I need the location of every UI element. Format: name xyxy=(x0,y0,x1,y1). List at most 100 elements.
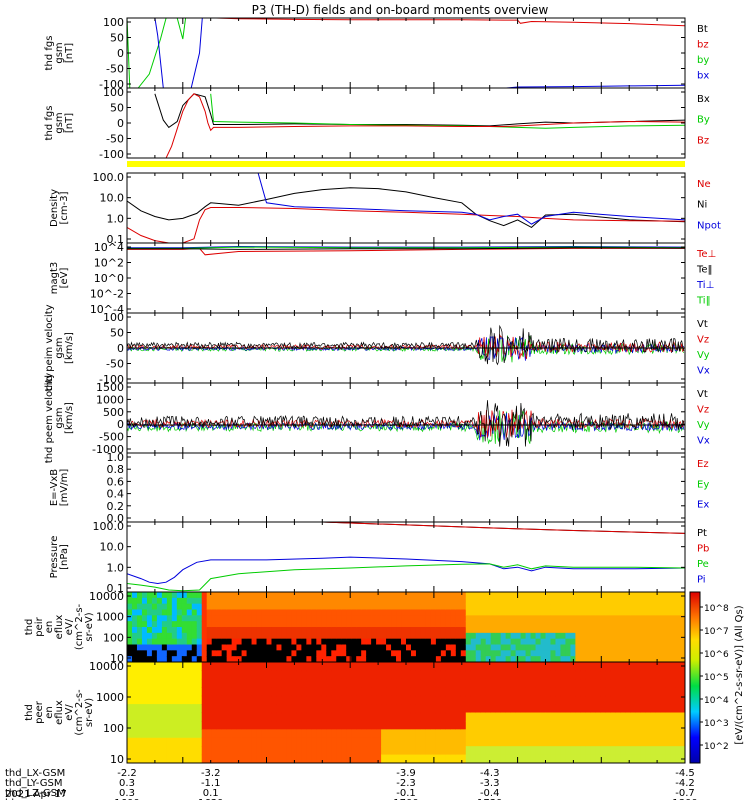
heatmap-cell xyxy=(580,644,586,651)
heatmap-cell xyxy=(610,656,616,662)
heatmap-cell xyxy=(630,615,636,622)
heatmap-cell xyxy=(211,678,218,688)
heatmap-cell xyxy=(356,729,362,739)
heatmap-cell xyxy=(590,712,596,722)
panel-frame xyxy=(126,242,686,314)
heatmap-cell xyxy=(650,754,656,763)
heatmap-cell xyxy=(420,662,427,672)
heatmap-cell xyxy=(500,704,507,714)
heatmap-cell xyxy=(675,609,681,616)
heatmap-cell xyxy=(211,754,218,763)
y-label-line: [mV/m] xyxy=(59,469,70,507)
footer-value: -0.1 xyxy=(396,788,416,799)
heatmap-cell xyxy=(485,754,492,763)
heatmap-cell xyxy=(575,729,581,739)
heatmap-cell xyxy=(425,650,432,657)
heatmap-cell xyxy=(296,603,302,611)
heatmap-cell xyxy=(640,632,646,640)
heatmap-cell xyxy=(580,687,586,697)
heatmap-cell xyxy=(460,695,467,705)
heatmap-cell xyxy=(495,729,502,739)
footer-value: 1600 xyxy=(114,798,139,800)
heatmap-cell xyxy=(206,729,213,739)
heatmap-cell xyxy=(445,754,452,763)
heatmap-cell xyxy=(296,720,302,730)
heatmap-cell xyxy=(680,656,685,662)
heatmap-cell xyxy=(356,687,362,697)
heatmap-cell xyxy=(391,746,397,756)
heatmap-cell xyxy=(550,712,557,722)
heatmap-cell xyxy=(181,603,188,611)
heatmap-cell xyxy=(585,621,591,628)
heatmap-cell xyxy=(615,592,621,599)
y-label-line: magt3 xyxy=(49,262,60,295)
heatmap-cell xyxy=(415,704,422,714)
heatmap-cell xyxy=(490,662,497,672)
heatmap-cell xyxy=(196,592,203,599)
heatmap-cell xyxy=(445,737,452,747)
heatmap-cell xyxy=(490,656,497,662)
heatmap-cell xyxy=(361,687,367,697)
heatmap-cell xyxy=(376,754,382,763)
heatmap-cell xyxy=(495,662,502,672)
heatmap-cell xyxy=(366,737,372,747)
heatmap-cell xyxy=(550,603,557,611)
heatmap-cell xyxy=(236,627,243,634)
panel-peer-eflux: 10000100010010thdpeerenefluxeV/(cm^2-s-s… xyxy=(24,660,686,766)
heatmap-cell xyxy=(241,644,248,651)
heatmap-cell xyxy=(401,754,407,763)
heatmap-cell xyxy=(620,627,626,634)
heatmap-cell xyxy=(306,644,312,651)
heatmap-cell xyxy=(341,662,347,672)
heatmap-cell xyxy=(306,638,312,646)
heatmap-cell xyxy=(271,695,278,705)
heatmap-cell xyxy=(595,729,601,739)
heatmap-cell xyxy=(321,754,327,763)
heatmap-cell xyxy=(455,644,462,651)
heatmap-cell xyxy=(455,729,462,739)
heatmap-cell xyxy=(176,621,183,628)
heatmap-cell xyxy=(665,609,671,616)
heatmap-cell xyxy=(166,644,173,651)
heatmap-peer-eflux xyxy=(127,662,685,763)
heatmap-cell xyxy=(420,729,427,739)
heatmap-cell xyxy=(420,737,427,747)
heatmap-cell xyxy=(361,632,367,640)
heatmap-cell xyxy=(131,592,138,599)
heatmap-cell xyxy=(141,638,148,646)
heatmap-cell xyxy=(650,670,656,680)
heatmap-cell xyxy=(341,712,347,722)
heatmap-cell xyxy=(655,712,661,722)
heatmap-cell xyxy=(216,754,223,763)
heatmap-cell xyxy=(321,638,327,646)
heatmap-cell xyxy=(535,609,542,616)
heatmap-cell xyxy=(465,644,472,651)
heatmap-cell xyxy=(655,720,661,730)
heatmap-cell xyxy=(201,695,208,705)
cb-tick-label: 10^4 xyxy=(704,696,729,706)
heatmap-cell xyxy=(251,656,258,662)
heatmap-cell xyxy=(171,650,178,657)
heatmap-cell xyxy=(346,615,352,622)
heatmap-cell xyxy=(306,720,312,730)
heatmap-cell xyxy=(475,720,482,730)
heatmap-cell xyxy=(306,678,312,688)
heatmap-cell xyxy=(226,656,233,662)
heatmap-cell xyxy=(655,627,661,634)
heatmap-cell xyxy=(256,615,263,622)
heatmap-cell xyxy=(356,627,362,634)
heatmap-cell xyxy=(176,729,183,739)
heatmap-cell xyxy=(271,670,278,680)
heatmap-cell xyxy=(311,603,317,611)
heatmap-cell xyxy=(186,687,193,697)
heatmap-cell xyxy=(550,729,557,739)
heatmap-cell xyxy=(136,754,143,763)
heatmap-cell xyxy=(570,603,576,611)
heatmap-cell xyxy=(316,704,322,714)
heatmap-cell xyxy=(136,650,143,657)
heatmap-cell xyxy=(361,754,367,763)
heatmap-cell xyxy=(665,670,671,680)
heatmap-cell xyxy=(401,687,407,697)
heatmap-cell xyxy=(605,754,611,763)
heatmap-cell xyxy=(246,592,253,599)
